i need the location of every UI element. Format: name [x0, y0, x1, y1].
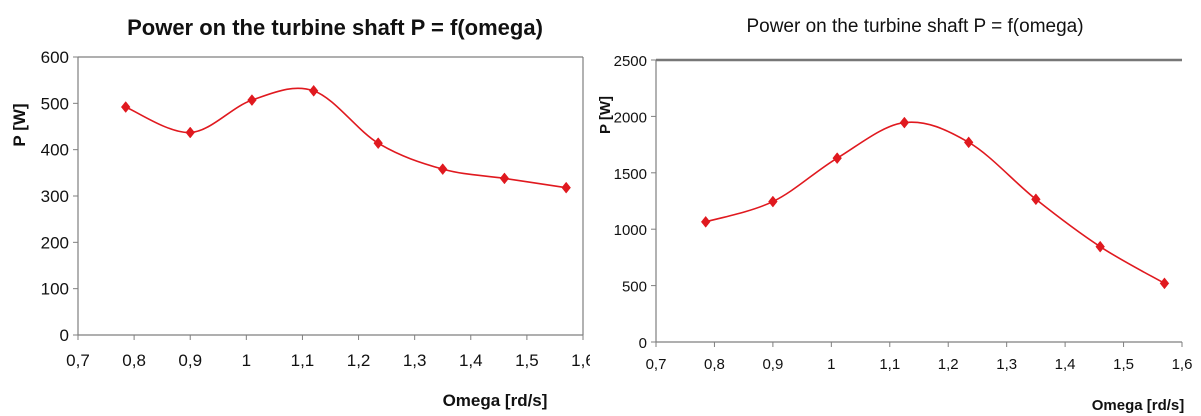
y-tick-label: 500 — [622, 279, 647, 296]
data-point-marker — [700, 215, 711, 228]
y-tick-label: 500 — [41, 94, 69, 113]
chart-title: Power on the turbine shaft P = f(omega) — [127, 15, 543, 40]
y-axis-label: P [W] — [10, 103, 29, 146]
data-point-marker — [308, 84, 319, 97]
chart-title: Power on the turbine shaft P = f(omega) — [746, 16, 1083, 37]
x-tick-label: 1,4 — [1055, 356, 1076, 373]
data-point-marker — [561, 181, 571, 194]
x-tick-label: 1 — [827, 356, 835, 373]
x-tick-label: 1,6 — [1172, 356, 1193, 373]
y-tick-label: 300 — [41, 187, 69, 206]
x-tick-label: 1,1 — [879, 356, 900, 373]
x-tick-label: 1,5 — [1113, 356, 1134, 373]
x-tick-label: 0,7 — [66, 351, 90, 370]
data-point-marker — [832, 152, 842, 165]
y-tick-label: 1000 — [614, 222, 647, 239]
x-tick-label: 0,7 — [646, 356, 667, 373]
x-axis-label: Omega [rd/s] — [443, 391, 548, 410]
y-tick-label: 2000 — [614, 109, 647, 126]
y-tick-label: 0 — [60, 326, 69, 345]
data-point-marker — [373, 137, 383, 150]
data-point-marker — [185, 126, 195, 139]
x-tick-label: 1,5 — [515, 351, 539, 370]
left-chart: Power on the turbine shaft P = f(omega) … — [10, 15, 590, 410]
data-point-marker — [438, 163, 448, 176]
y-tick-label: 100 — [41, 280, 69, 299]
right-chart-panel: Power on the turbine shaft P = f(omega) … — [590, 0, 1201, 416]
y-tick-label: 1500 — [614, 166, 647, 183]
data-point-marker — [899, 116, 910, 129]
x-tick-label: 1,2 — [347, 351, 371, 370]
data-point-marker — [499, 172, 510, 185]
x-tick-label: 1,4 — [459, 351, 483, 370]
y-tick-label: 400 — [41, 141, 69, 160]
x-tick-label: 0,9 — [178, 351, 202, 370]
x-tick-label: 1,3 — [996, 356, 1017, 373]
data-point-marker — [1159, 277, 1170, 290]
x-tick-label: 0,9 — [762, 356, 783, 373]
series-line — [705, 121, 1165, 285]
right-chart: Power on the turbine shaft P = f(omega) … — [597, 16, 1193, 414]
data-point-marker — [963, 136, 974, 149]
x-tick-label: 1 — [242, 351, 251, 370]
left-chart-panel: Power on the turbine shaft P = f(omega) … — [0, 0, 590, 416]
x-tick-label: 1,2 — [938, 356, 959, 373]
x-tick-label: 1,3 — [403, 351, 427, 370]
x-tick-label: 1,1 — [291, 351, 315, 370]
y-tick-label: 2500 — [614, 53, 647, 70]
x-tick-label: 0,8 — [122, 351, 146, 370]
data-point-marker — [1031, 193, 1041, 206]
y-axis-label: P [W] — [597, 96, 614, 134]
data-point-marker — [768, 195, 778, 208]
series-line — [125, 87, 567, 189]
y-tick-label: 200 — [41, 233, 69, 252]
y-tick-label: 600 — [41, 48, 69, 67]
x-tick-label: 1,6 — [571, 351, 590, 370]
x-axis-label: Omega [rd/s] — [1092, 397, 1185, 414]
data-point-marker — [247, 94, 257, 106]
y-tick-label: 0 — [639, 335, 647, 352]
data-point-marker — [120, 101, 131, 113]
x-tick-label: 0,8 — [704, 356, 725, 373]
data-point-marker — [1095, 240, 1105, 253]
